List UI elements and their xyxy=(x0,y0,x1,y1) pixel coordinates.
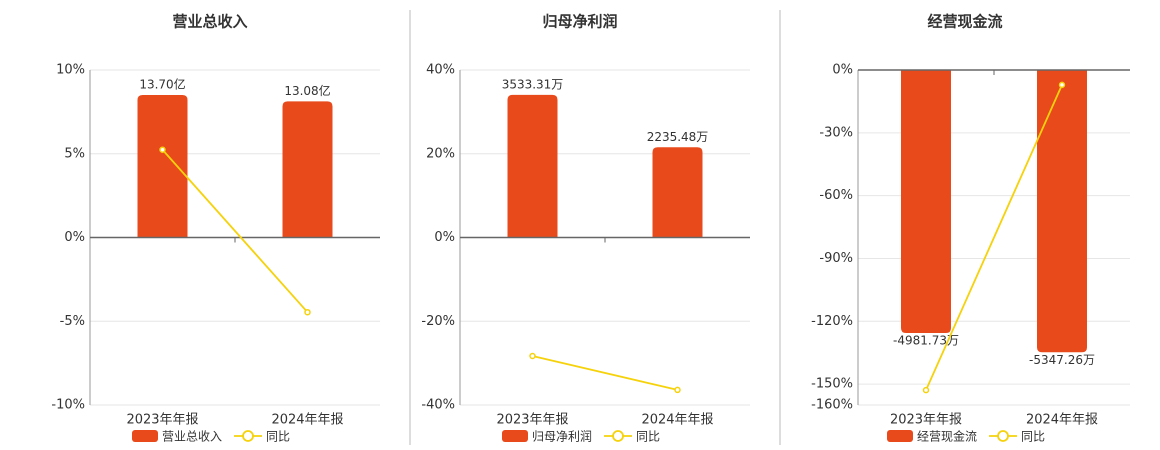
chart-title: 经营现金流 xyxy=(927,13,1002,31)
y-tick-label: 40% xyxy=(426,63,455,78)
y-tick-label: -20% xyxy=(421,314,455,329)
legend-label: 同比 xyxy=(636,430,660,444)
legend-swatch xyxy=(132,430,158,442)
legend-swatch xyxy=(242,430,254,442)
data-label: 2235.48万 xyxy=(647,130,709,144)
y-tick-label: -150% xyxy=(811,377,853,392)
bar xyxy=(901,70,951,333)
legend-label: 同比 xyxy=(266,430,290,444)
chart-title: 营业总收入 xyxy=(172,13,247,31)
point xyxy=(1058,81,1066,89)
y-tick-label: 10% xyxy=(56,63,85,78)
line xyxy=(161,149,309,313)
y-tick-label: -5% xyxy=(60,314,85,329)
x-tick-label: 2023年年报 xyxy=(496,413,568,428)
y-tick-label: 0% xyxy=(434,230,455,245)
y-tick-label: -160% xyxy=(811,398,853,413)
bar xyxy=(137,94,188,238)
y-tick-label: 20% xyxy=(426,146,455,161)
data-label: 13.70亿 xyxy=(139,76,185,91)
legend-label: 营业总收入 xyxy=(162,430,222,444)
bar xyxy=(1037,70,1087,353)
y-tick-label: 0% xyxy=(832,63,853,78)
chart-title: 归母净利润 xyxy=(542,13,617,31)
legend-label: 归母净利润 xyxy=(532,430,592,444)
data-label: -4981.73万 xyxy=(893,333,959,347)
legend-label: 同比 xyxy=(1021,430,1045,444)
x-tick-label: 2023年年报 xyxy=(890,413,962,428)
x-tick-label: 2024年年报 xyxy=(271,413,343,428)
point xyxy=(529,352,536,360)
y-tick-label: 0% xyxy=(64,230,85,245)
x-tick-label: 2024年年报 xyxy=(641,413,713,428)
data-label: 13.08亿 xyxy=(284,83,330,98)
point xyxy=(304,308,311,316)
data-label: -5347.26万 xyxy=(1029,353,1095,367)
point xyxy=(159,146,166,153)
legend-label: 经营现金流 xyxy=(917,429,977,444)
line xyxy=(925,84,1063,391)
bar xyxy=(652,147,703,238)
y-tick-label: -40% xyxy=(421,398,455,413)
bar xyxy=(282,101,333,238)
legend-swatch xyxy=(997,430,1009,442)
point xyxy=(922,386,930,394)
data-label: 3533.31万 xyxy=(502,77,564,91)
bar xyxy=(507,94,558,238)
y-tick-label: -10% xyxy=(51,398,85,413)
y-tick-label: 5% xyxy=(64,146,85,161)
x-tick-label: 2024年年报 xyxy=(1026,413,1098,428)
legend-swatch xyxy=(612,430,624,442)
legend-swatch xyxy=(502,430,528,442)
y-tick-label: -120% xyxy=(811,314,853,329)
x-tick-label: 2023年年报 xyxy=(126,413,198,428)
line xyxy=(532,355,678,391)
y-tick-label: -60% xyxy=(819,188,853,203)
legend-swatch xyxy=(887,430,913,442)
y-tick-label: -90% xyxy=(819,251,853,266)
y-tick-label: -30% xyxy=(819,125,853,140)
point xyxy=(674,386,681,394)
